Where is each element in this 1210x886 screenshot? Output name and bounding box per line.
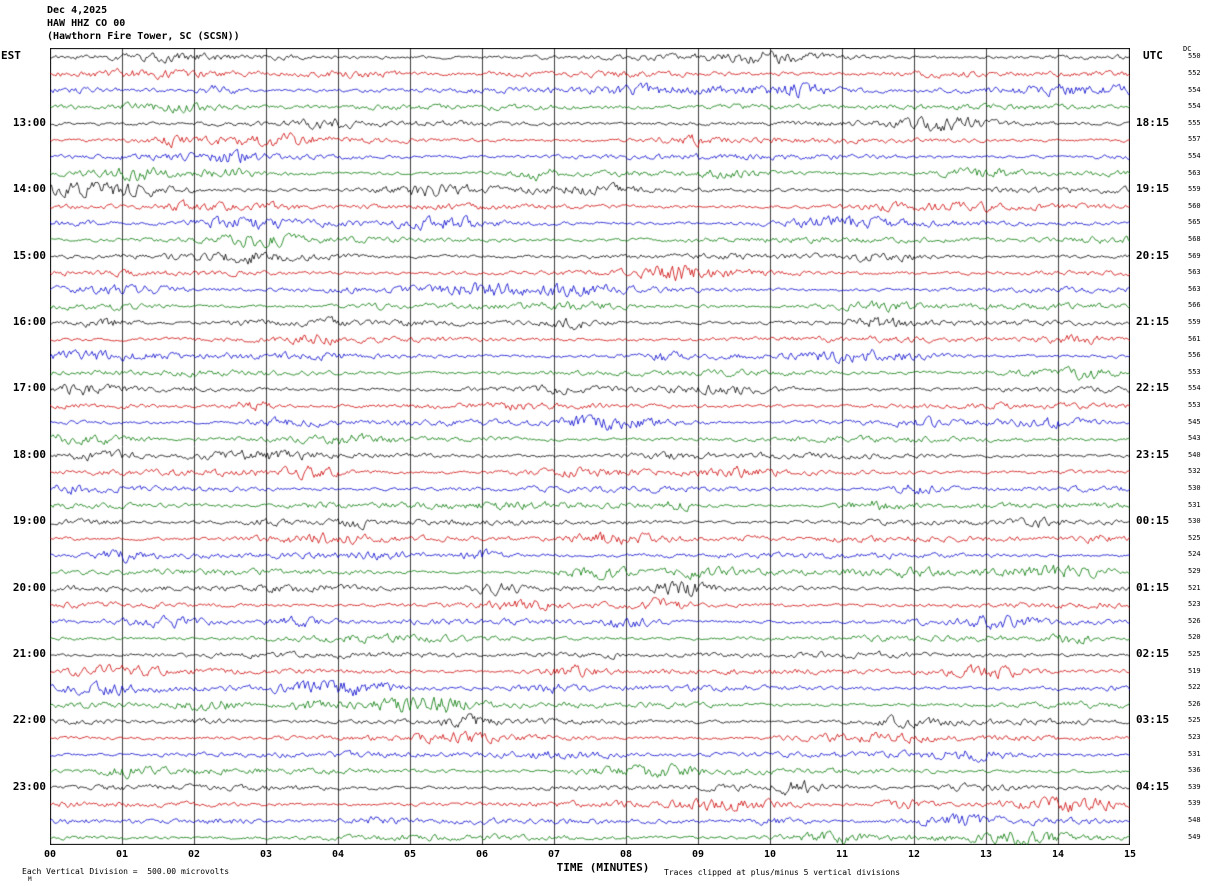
dc-value: 553	[1188, 400, 1201, 409]
dc-value: 563	[1188, 284, 1201, 293]
x-axis-title: TIME (MINUTES)	[556, 861, 650, 874]
right-hour-label: 03:15	[1136, 713, 1170, 727]
header-location: (Hawthorn Fire Tower, SC (SCSN))	[47, 31, 240, 42]
x-tick-label: 04	[331, 849, 345, 860]
dc-value: 524	[1188, 550, 1201, 559]
dc-value: 519	[1188, 666, 1201, 675]
left-hour-label: 13:00	[12, 115, 46, 129]
dc-value: 554	[1188, 85, 1201, 94]
dc-value: 554	[1188, 384, 1201, 393]
dc-value: 529	[1188, 567, 1201, 576]
dc-value: 521	[1188, 583, 1201, 592]
dc-value: 545	[1188, 417, 1201, 426]
clipping-note: Traces clipped at plus/minus 5 vertical …	[664, 868, 901, 877]
right-hour-label: 19:15	[1136, 182, 1170, 196]
dc-value: 522	[1188, 683, 1201, 692]
right-hour-label: 21:15	[1136, 314, 1170, 328]
header-station: HAW HHZ CO 00	[47, 18, 126, 29]
x-tick-label: 01	[115, 849, 129, 860]
dc-value: 530	[1188, 517, 1201, 526]
dc-value: 563	[1188, 268, 1201, 277]
dc-value: 553	[1188, 367, 1201, 376]
dc-value: 532	[1188, 467, 1201, 476]
left-hour-label: 15:00	[12, 248, 46, 262]
dc-column-label: DC	[1183, 45, 1192, 53]
dc-value: 550	[1188, 52, 1201, 61]
x-tick-label: 15	[1123, 849, 1137, 860]
left-hour-label: 21:00	[12, 647, 46, 661]
dc-value: 555	[1188, 118, 1201, 127]
dc-value: 526	[1188, 699, 1201, 708]
left-hour-label: 19:00	[12, 514, 46, 528]
dc-value: 531	[1188, 749, 1201, 758]
dc-value: 556	[1188, 351, 1201, 360]
dc-value: 536	[1188, 766, 1201, 775]
x-tick-label: 10	[763, 849, 777, 860]
dc-value: 523	[1188, 600, 1201, 609]
dc-value: 523	[1188, 733, 1201, 742]
dc-value: 525	[1188, 650, 1201, 659]
dc-value: 525	[1188, 533, 1201, 542]
left-hour-label: 16:00	[12, 314, 46, 328]
left-timezone-label: EST	[1, 49, 21, 62]
dc-value: 531	[1188, 500, 1201, 509]
x-tick-label: 09	[691, 849, 705, 860]
seismogram-plot	[50, 48, 1130, 845]
corner-mark: M	[28, 876, 32, 883]
right-hour-label: 20:15	[1136, 248, 1170, 262]
left-hour-label: 17:00	[12, 381, 46, 395]
dc-value: 568	[1188, 234, 1201, 243]
x-tick-label: 11	[835, 849, 849, 860]
left-hour-label: 23:00	[12, 779, 46, 793]
dc-value: 549	[1188, 832, 1201, 841]
dc-value: 526	[1188, 616, 1201, 625]
right-hour-label: 01:15	[1136, 580, 1170, 594]
x-tick-label: 14	[1051, 849, 1065, 860]
dc-value: 540	[1188, 450, 1201, 459]
dc-value: 539	[1188, 782, 1201, 791]
dc-value: 559	[1188, 317, 1201, 326]
dc-value: 543	[1188, 434, 1201, 443]
right-hour-label: 22:15	[1136, 381, 1170, 395]
left-hour-label: 14:00	[12, 182, 46, 196]
x-tick-label: 06	[475, 849, 489, 860]
header-date: Dec 4,2025	[47, 5, 108, 16]
x-tick-label: 07	[547, 849, 561, 860]
dc-value: 539	[1188, 799, 1201, 808]
dc-value: 569	[1188, 251, 1201, 260]
dc-value: 554	[1188, 151, 1201, 160]
x-tick-label: 05	[403, 849, 417, 860]
right-hour-label: 23:15	[1136, 447, 1170, 461]
left-hour-label: 20:00	[12, 580, 46, 594]
x-tick-label: 13	[979, 849, 993, 860]
right-hour-label: 18:15	[1136, 115, 1170, 129]
dc-value: 559	[1188, 185, 1201, 194]
dc-value: 560	[1188, 201, 1201, 210]
dc-value: 557	[1188, 135, 1201, 144]
x-tick-label: 00	[43, 849, 57, 860]
dc-value: 525	[1188, 716, 1201, 725]
left-hour-label: 22:00	[12, 713, 46, 727]
dc-value: 566	[1188, 301, 1201, 310]
right-hour-label: 04:15	[1136, 779, 1170, 793]
dc-value: 561	[1188, 334, 1201, 343]
x-tick-label: 02	[187, 849, 201, 860]
dc-value: 554	[1188, 102, 1201, 111]
right-hour-label: 02:15	[1136, 647, 1170, 661]
right-hour-label: 00:15	[1136, 514, 1170, 528]
dc-value: 530	[1188, 484, 1201, 492]
left-hour-label: 18:00	[12, 447, 46, 461]
x-tick-label: 03	[259, 849, 273, 860]
dc-value: 563	[1188, 168, 1201, 177]
dc-value: 520	[1188, 633, 1201, 642]
x-tick-label: 12	[907, 849, 921, 860]
dc-value: 548	[1188, 816, 1201, 825]
dc-value: 565	[1188, 218, 1201, 227]
dc-value: 552	[1188, 68, 1201, 77]
right-timezone-label: UTC	[1143, 49, 1163, 62]
x-tick-label: 08	[619, 849, 633, 860]
scale-note: Each Vertical Division = 500.00 microvol…	[22, 867, 230, 876]
